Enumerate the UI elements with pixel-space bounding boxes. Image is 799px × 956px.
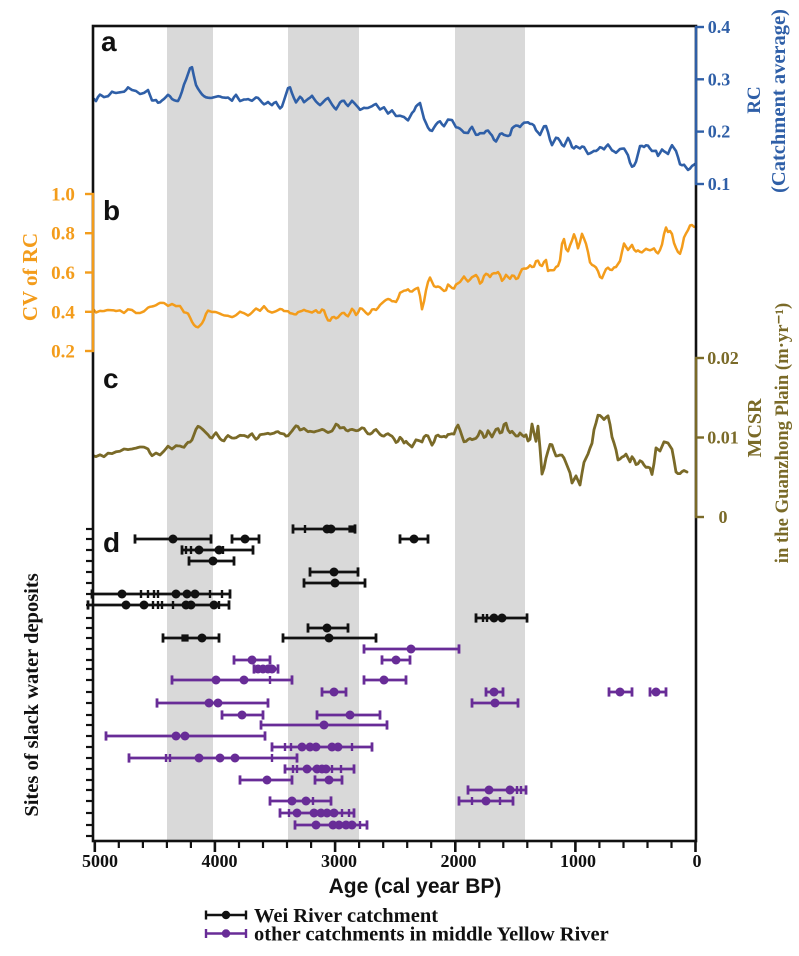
svg-text:0.2: 0.2 <box>51 342 75 363</box>
svg-text:1000: 1000 <box>560 851 596 871</box>
svg-text:0.01: 0.01 <box>707 428 739 448</box>
svg-text:(Catchment average): (Catchment average) <box>768 9 790 193</box>
svg-text:other catchments in middle Yel: other catchments in middle Yellow River <box>254 924 609 946</box>
svg-text:MCSR: MCSR <box>744 398 766 457</box>
svg-text:Wei River catchment: Wei River catchment <box>254 905 438 927</box>
svg-text:c: c <box>103 363 119 394</box>
svg-text:0.8: 0.8 <box>51 224 75 245</box>
svg-text:a: a <box>101 26 117 57</box>
svg-text:0.4: 0.4 <box>51 302 75 323</box>
svg-text:0.3: 0.3 <box>708 69 731 89</box>
svg-text:0: 0 <box>693 851 702 871</box>
svg-text:Sites of slack water deposits: Sites of slack water deposits <box>21 573 43 816</box>
svg-text:0.1: 0.1 <box>708 174 731 194</box>
svg-text:0.4: 0.4 <box>708 17 731 37</box>
svg-text:0.6: 0.6 <box>51 263 75 284</box>
svg-text:d: d <box>103 527 120 558</box>
svg-text:0.2: 0.2 <box>708 122 731 142</box>
svg-text:b: b <box>103 195 120 226</box>
svg-text:Age (cal year BP): Age (cal year BP) <box>329 875 502 898</box>
svg-text:RC: RC <box>744 86 765 113</box>
svg-text:0: 0 <box>719 507 728 527</box>
svg-text:in the Guanzhong Plain (m·yr⁻¹: in the Guanzhong Plain (m·yr⁻¹) <box>772 303 793 564</box>
svg-text:4000: 4000 <box>202 851 238 871</box>
svg-text:2000: 2000 <box>441 851 477 871</box>
svg-text:0.02: 0.02 <box>707 348 739 368</box>
svg-text:5000: 5000 <box>82 851 118 871</box>
svg-text:3000: 3000 <box>321 851 357 871</box>
svg-text:CV of RC: CV of RC <box>18 233 42 321</box>
svg-text:1.0: 1.0 <box>51 185 75 206</box>
